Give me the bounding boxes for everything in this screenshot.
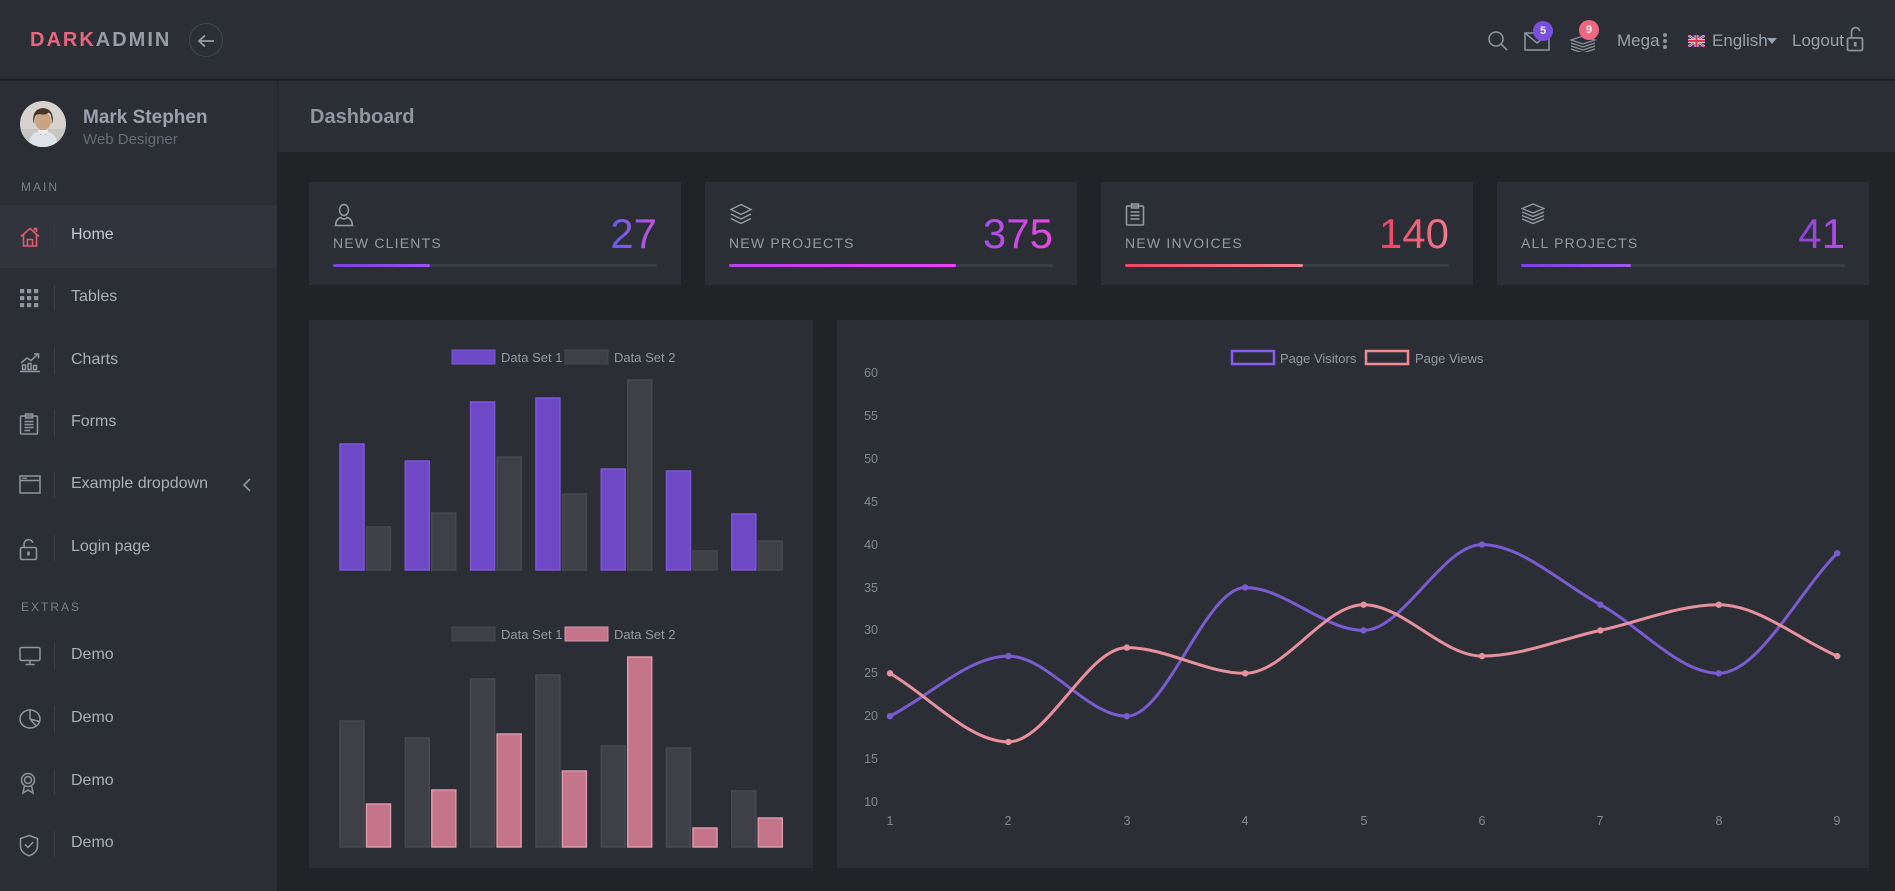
svg-text:6: 6	[1479, 814, 1486, 828]
svg-text:5: 5	[1361, 814, 1368, 828]
svg-text:40: 40	[864, 538, 878, 552]
svg-text:Page Views: Page Views	[1415, 351, 1484, 366]
svg-text:35: 35	[864, 581, 878, 595]
svg-text:Data Set 2: Data Set 2	[614, 627, 675, 642]
svg-text:2: 2	[1005, 814, 1012, 828]
svg-text:9: 9	[1834, 814, 1841, 828]
svg-text:10: 10	[864, 795, 878, 809]
svg-text:8: 8	[1716, 814, 1723, 828]
svg-text:50: 50	[864, 452, 878, 466]
svg-text:30: 30	[864, 623, 878, 637]
svg-text:60: 60	[864, 366, 878, 380]
svg-text:3: 3	[1124, 814, 1131, 828]
svg-text:Page Visitors: Page Visitors	[1280, 351, 1357, 366]
svg-text:4: 4	[1242, 814, 1249, 828]
svg-text:7: 7	[1597, 814, 1604, 828]
svg-text:Data Set 1: Data Set 1	[501, 627, 562, 642]
svg-text:55: 55	[864, 409, 878, 423]
svg-text:15: 15	[864, 752, 878, 766]
svg-text:1: 1	[887, 814, 894, 828]
svg-text:45: 45	[864, 495, 878, 509]
svg-text:Data Set 2: Data Set 2	[614, 350, 675, 365]
svg-text:20: 20	[864, 709, 878, 723]
svg-text:25: 25	[864, 666, 878, 680]
svg-text:Data Set 1: Data Set 1	[501, 350, 562, 365]
